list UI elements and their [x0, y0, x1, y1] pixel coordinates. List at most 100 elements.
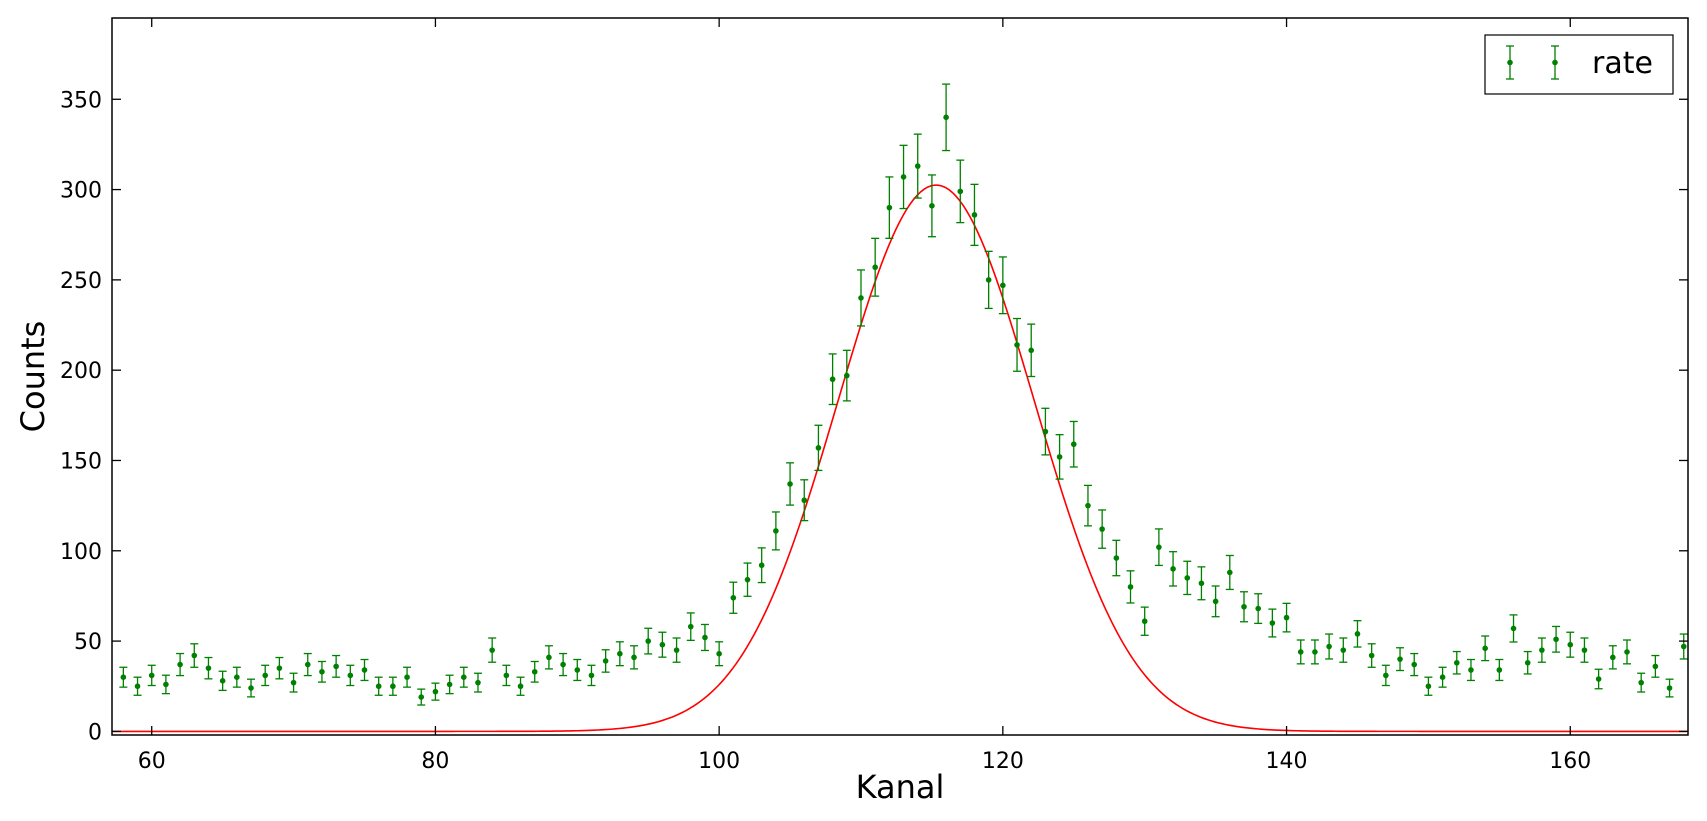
point-marker — [801, 497, 808, 504]
data-point — [1268, 608, 1277, 638]
point-marker — [844, 372, 850, 379]
point-marker — [574, 667, 581, 673]
point-marker — [1269, 620, 1276, 626]
point-marker — [517, 683, 524, 690]
point-marker — [1411, 661, 1418, 668]
data-point — [786, 462, 795, 506]
data-point — [1523, 650, 1532, 675]
point-marker — [943, 114, 949, 121]
point-marker — [858, 295, 864, 301]
point-marker — [390, 683, 396, 690]
point-marker — [900, 174, 907, 180]
data-point — [1211, 585, 1220, 618]
data-point — [161, 674, 170, 695]
data-point — [885, 176, 894, 239]
point-marker — [1312, 649, 1318, 655]
data-point — [388, 676, 397, 696]
fit-curve-layer — [112, 184, 1687, 733]
point-marker — [1425, 683, 1432, 690]
point-marker — [886, 204, 893, 211]
data-point — [403, 666, 412, 688]
data-point — [360, 658, 369, 682]
point-marker — [631, 654, 637, 661]
point-marker — [1241, 603, 1247, 610]
data-point — [1041, 407, 1050, 456]
point-marker — [489, 647, 495, 653]
data-point — [1055, 434, 1064, 480]
point-marker — [758, 562, 765, 569]
point-marker — [1496, 667, 1503, 673]
data-point — [771, 511, 780, 551]
data-point — [1580, 637, 1589, 663]
data-point — [715, 641, 724, 667]
data-point — [1126, 570, 1135, 604]
data-point — [346, 664, 355, 687]
y-tick-label: 100 — [60, 540, 102, 565]
point-marker — [1340, 647, 1347, 653]
data-point — [1310, 639, 1319, 665]
data-point — [1154, 528, 1163, 567]
data-point — [559, 652, 568, 677]
data-point — [644, 627, 653, 655]
point-marker — [659, 641, 666, 648]
data-point — [1225, 554, 1234, 591]
data-point — [530, 660, 539, 683]
data-point — [856, 269, 865, 327]
point-marker — [1028, 347, 1035, 354]
point-marker — [546, 654, 552, 661]
data-point — [332, 654, 341, 678]
point-marker — [1156, 544, 1162, 550]
point-marker — [1042, 428, 1049, 435]
y-tick-label: 250 — [60, 269, 102, 294]
point-marker — [148, 672, 155, 679]
data-point — [204, 656, 213, 680]
data-point — [303, 652, 312, 677]
data-point — [1098, 509, 1107, 549]
data-point — [232, 666, 241, 688]
point-marker — [1439, 674, 1446, 681]
point-marker — [361, 667, 368, 673]
point-marker — [1680, 643, 1687, 650]
data-point — [275, 656, 284, 680]
point-marker — [503, 672, 510, 679]
point-marker — [205, 665, 212, 671]
data-point — [1112, 539, 1121, 577]
point-marker — [1468, 667, 1474, 673]
data-point — [1495, 658, 1504, 682]
data-point — [615, 641, 624, 667]
point-marker — [1595, 676, 1602, 682]
data-points-layer — [119, 83, 1688, 706]
data-point — [573, 658, 582, 682]
data-point — [956, 159, 965, 224]
point-marker — [957, 188, 964, 195]
point-marker — [1354, 631, 1361, 637]
data-point — [1083, 484, 1092, 527]
point-marker — [460, 674, 467, 681]
data-point — [1509, 614, 1518, 643]
data-point — [842, 349, 851, 402]
point-marker — [1524, 659, 1531, 666]
data-point — [1367, 643, 1376, 668]
point-marker — [1624, 649, 1630, 655]
data-point — [1466, 658, 1475, 682]
data-point — [1438, 666, 1447, 688]
point-marker — [1170, 566, 1176, 572]
point-marker — [1127, 584, 1134, 590]
y-tick-label: 0 — [88, 720, 102, 745]
data-point — [417, 688, 426, 706]
data-point — [1537, 637, 1546, 663]
y-axis-label: Counts — [14, 321, 52, 433]
point-marker — [333, 663, 339, 670]
point-marker — [262, 672, 269, 679]
data-point — [970, 183, 979, 247]
plot-area-frame — [111, 17, 1689, 736]
point-marker — [1297, 649, 1304, 655]
data-point — [218, 670, 227, 692]
point-marker — [1113, 555, 1120, 561]
point-marker — [191, 652, 198, 659]
point-marker — [1099, 526, 1105, 532]
point-marker — [1553, 636, 1559, 643]
data-point — [1665, 678, 1674, 698]
point-marker — [319, 668, 325, 675]
data-point — [1169, 551, 1178, 587]
